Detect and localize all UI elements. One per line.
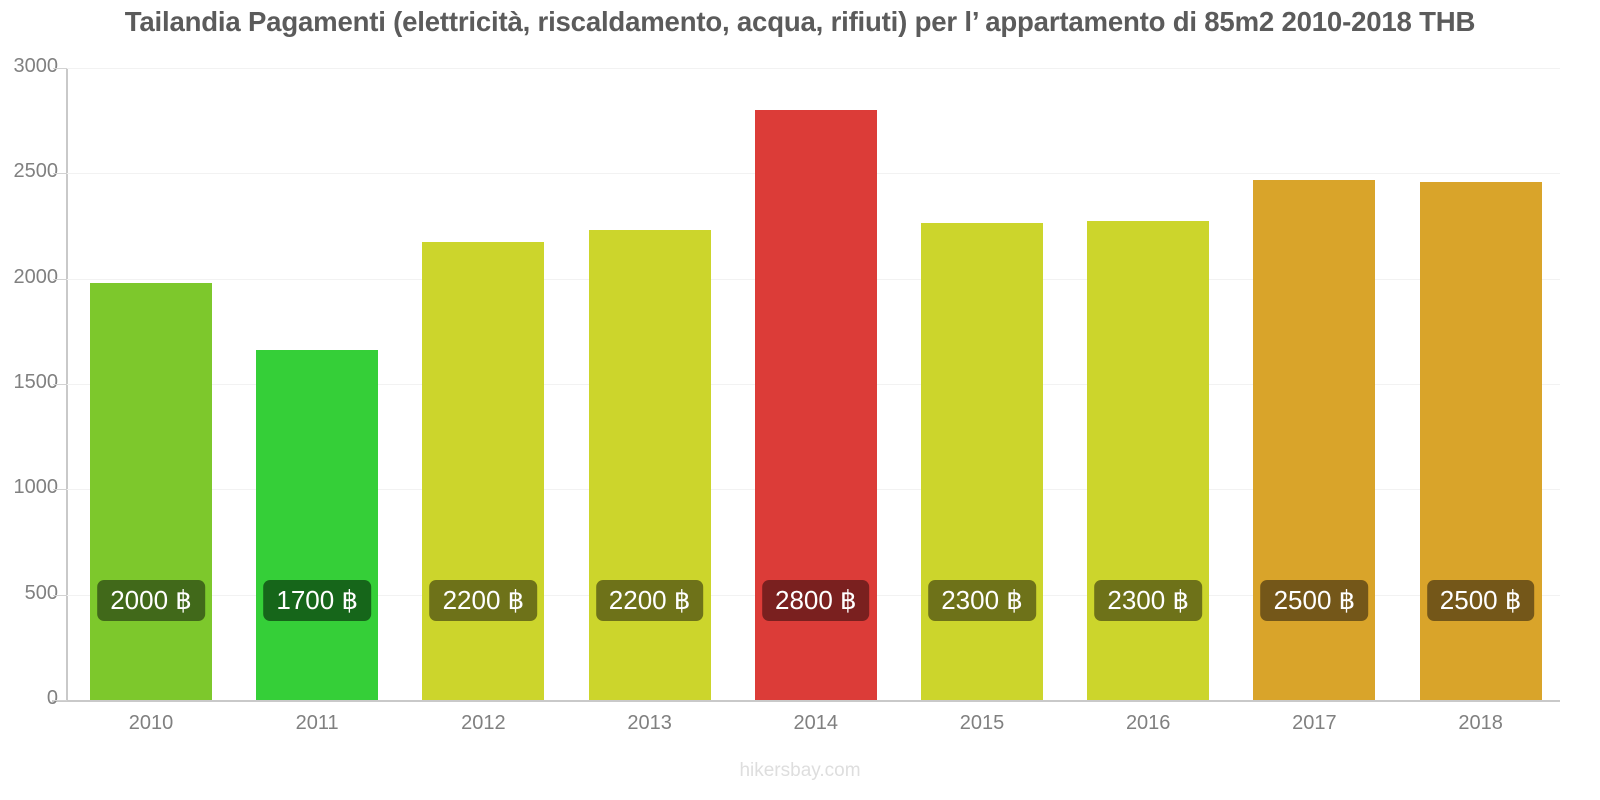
bar-value-label: 2200 ฿ — [429, 580, 538, 621]
y-axis-tick-label: 1500 — [13, 371, 59, 393]
bar-value-label: 2000 ฿ — [97, 580, 205, 621]
y-axis-tick-mark — [53, 384, 67, 385]
y-axis-tick-label: 500 — [24, 581, 58, 604]
watermark-hikersbay: hikersbay.com — [739, 760, 861, 781]
plot-area: 2000 ฿ 1700 ฿ 2200 ฿ 2200 ฿ 2800 ฿ 2300 ฿ 2300… — [67, 68, 1560, 700]
x-axis-tick-label: 2015 — [959, 712, 1005, 734]
x-axis-tick-label: 2012 — [461, 712, 506, 734]
bar-value-label: 2300 ฿ — [928, 580, 1036, 621]
x-axis-tick-label: 2017 — [1292, 712, 1337, 734]
x-axis-tick-label: 2011 — [295, 712, 339, 734]
y-axis-tick-label: 0 — [46, 687, 58, 709]
chart-title: Tailandia Pagamenti (elettricità, riscal… — [124, 6, 1476, 37]
bar[interactable]: 2800 ฿ — [754, 110, 877, 700]
y-axis-tick-mark — [53, 278, 67, 280]
x-axis-tick-label: 2013 — [627, 712, 672, 734]
y-axis-tick-mark — [53, 489, 67, 491]
y-axis-tick-mark — [53, 68, 67, 69]
x-axis-line — [52, 700, 1560, 702]
bar[interactable]: 2200 ฿ — [422, 241, 545, 700]
bar-value-label: 2200 ฿ — [595, 580, 704, 621]
y-axis-tick-mark — [53, 173, 67, 175]
y-axis-tick-label: 1000 — [13, 476, 59, 499]
bar[interactable]: 2200 ฿ — [588, 230, 711, 700]
bar[interactable]: 1700 ฿ — [256, 350, 379, 700]
x-axis-tick-label: 2016 — [1125, 712, 1171, 734]
bar-value-label: 2500 ฿ — [1426, 580, 1535, 621]
x-axis-tick-label: 2010 — [128, 712, 174, 734]
y-axis-tick-mark — [53, 700, 67, 701]
x-axis-tick-label: 2014 — [793, 712, 839, 734]
bar-value-label: 2500 ฿ — [1260, 580, 1369, 621]
bar-value-label: 2300 ฿ — [1094, 580, 1202, 621]
x-axis-tick-label: 2018 — [1458, 712, 1503, 734]
bar[interactable]: 2300 ฿ — [1087, 220, 1210, 700]
bar[interactable]: 2000 ฿ — [90, 282, 212, 700]
bar[interactable]: 2500 ฿ — [1419, 181, 1542, 700]
y-axis-tick-label: 2500 — [13, 160, 59, 183]
gridline — [67, 68, 1560, 69]
y-axis-tick-mark — [53, 594, 67, 596]
bar[interactable]: 2300 ฿ — [921, 222, 1043, 700]
bar-value-label: 2800 ฿ — [761, 580, 870, 621]
y-axis-tick-label: 2000 — [13, 265, 59, 288]
y-axis-tick-label: 3000 — [13, 55, 59, 77]
bar-value-label: 1700 ฿ — [263, 580, 371, 621]
bar[interactable]: 2500 ฿ — [1253, 179, 1376, 700]
